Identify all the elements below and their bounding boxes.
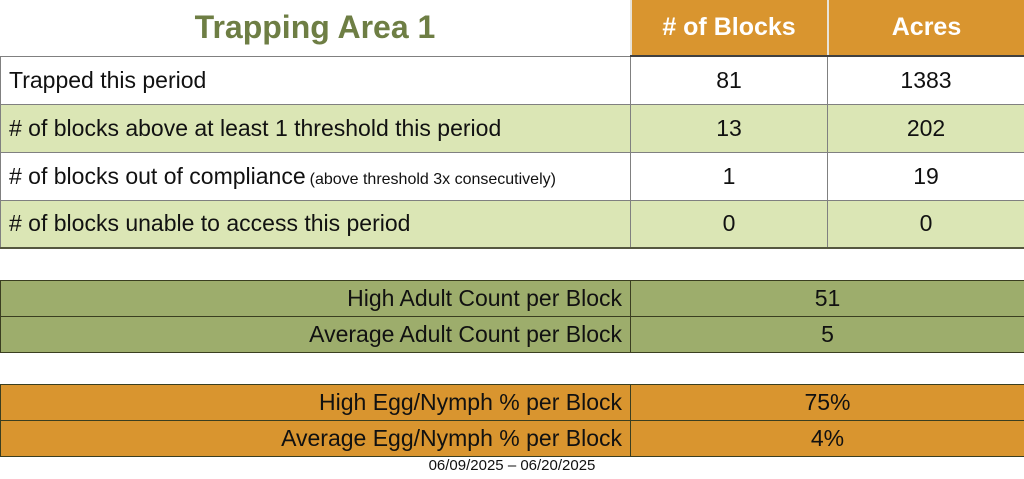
table-row: # of blocks out of compliance (above thre… [0,151,1024,201]
row-label-note: (above threshold 3x consecutively) [309,170,556,188]
high-adult-count-value: 51 [630,280,1024,317]
row-label-main: # of blocks out of compliance [9,162,306,189]
row-value-above-threshold-blocks: 13 [630,103,828,153]
high-adult-count-label: High Adult Count per Block [0,280,631,317]
high-egg-nymph-label: High Egg/Nymph % per Block [0,384,631,421]
table-row: Average Egg/Nymph % per Block 4% [0,420,1024,457]
trapping-summary-table: Trapping Area 1 # of Blocks Acres Trappe… [0,0,1024,249]
row-label-above-threshold: # of blocks above at least 1 threshold t… [0,103,631,153]
table-row: # of blocks unable to access this period… [0,199,1024,249]
row-value-compliance-acres: 19 [827,151,1024,201]
table-row: Trapped this period 81 1383 [0,55,1024,105]
table-row: # of blocks above at least 1 threshold t… [0,103,1024,153]
avg-egg-nymph-value: 4% [630,420,1024,457]
table-row: Average Adult Count per Block 5 [0,316,1024,353]
column-header-blocks: # of Blocks [629,0,828,57]
table-row: High Egg/Nymph % per Block 75% [0,384,1024,421]
date-range: 06/09/2025 – 06/20/2025 [428,457,596,474]
row-value-trapped-acres: 1383 [827,55,1024,105]
high-egg-nymph-value: 75% [630,384,1024,421]
avg-adult-count-value: 5 [630,316,1024,353]
row-value-unable-acres: 0 [827,199,1024,249]
row-label-unable-access: # of blocks unable to access this period [0,199,631,249]
header-row: Trapping Area 1 # of Blocks Acres [0,0,1024,57]
avg-adult-count-label: Average Adult Count per Block [0,316,631,353]
row-value-compliance-blocks: 1 [630,151,828,201]
page-title: Trapping Area 1 [0,0,631,57]
table-row: High Adult Count per Block 51 [0,280,1024,317]
row-label-out-of-compliance: # of blocks out of compliance (above thre… [0,151,631,201]
row-value-trapped-blocks: 81 [630,55,828,105]
row-value-unable-blocks: 0 [630,199,828,249]
egg-nymph-band: High Egg/Nymph % per Block 75% Average E… [0,384,1024,457]
row-value-above-threshold-acres: 202 [827,103,1024,153]
row-label-trapped: Trapped this period [0,55,631,105]
avg-egg-nymph-label: Average Egg/Nymph % per Block [0,420,631,457]
column-header-acres: Acres [826,0,1024,57]
adult-count-band: High Adult Count per Block 51 Average Ad… [0,280,1024,353]
